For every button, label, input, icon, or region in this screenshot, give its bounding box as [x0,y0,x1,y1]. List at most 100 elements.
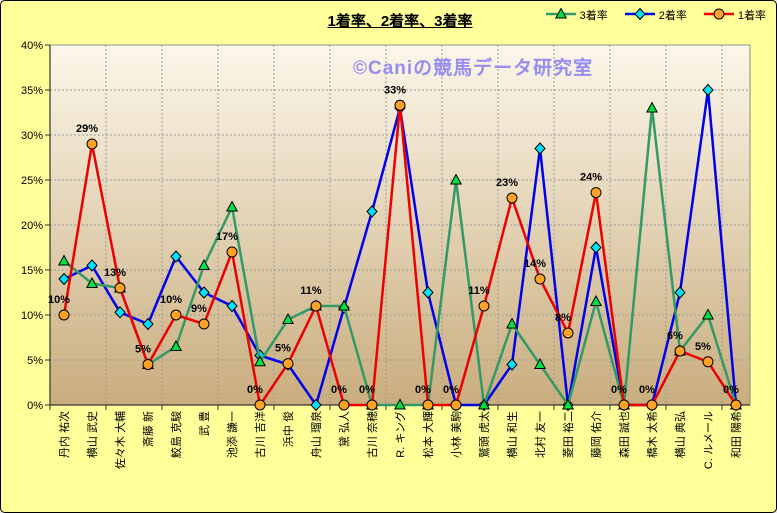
triangle-marker [281,312,295,324]
circle-marker [58,309,70,321]
legend-marker-icon [545,6,576,18]
circle-marker [338,399,350,411]
data-label: 13% [104,267,126,279]
circle-marker [170,309,182,321]
diamond-icon [634,7,646,20]
triangle-marker [197,258,211,270]
data-label: 0% [247,384,263,396]
triangle-marker [85,276,99,288]
y-axis-label: 40% [21,40,43,52]
circle-marker [394,99,406,111]
legend-line-circle-icon [703,8,735,23]
y-axis-label: 0% [27,400,43,412]
data-label: 5% [135,344,151,356]
y-axis-label: 15% [21,265,43,277]
circle-marker [534,273,546,285]
triangle-marker [57,254,71,266]
circle-marker [142,359,154,370]
circle-marker [198,318,210,330]
legend-label: 2着率 [658,10,687,22]
diamond-marker [422,286,434,299]
data-label: 9% [191,303,207,315]
data-label: 8% [555,312,571,324]
data-label: 6% [667,330,683,342]
circle-marker [422,399,434,411]
circle-marker [226,246,238,258]
diamond-marker [226,299,238,313]
legend-item-third-place-rate: 3着率 [545,6,608,23]
triangle-marker [701,308,715,320]
triangle-marker [561,398,575,410]
y-axis-label: 30% [21,130,43,142]
legend-item-first-place-rate: 1着率 [703,7,766,23]
triangle-marker [533,357,547,369]
x-axis-label: 佐々木 大輔 [113,411,127,469]
diamond-marker [114,306,126,319]
triangle-marker [253,355,267,367]
x-axis-label: 鮫島 克駿 [169,411,183,458]
x-axis-label: 黛 弘人 [338,411,351,447]
y-axis-label: 35% [21,85,43,97]
x-axis-label: 舟山 瑠泉 [309,411,323,458]
x-axis-label: 橋木 太希 [645,411,659,458]
legend-marker-icon [624,7,655,20]
triangle-marker [589,294,603,306]
x-axis-label: 斎藤 新 [141,411,155,447]
data-label: 0% [611,384,627,396]
circle-marker [590,187,602,199]
data-label: 17% [216,231,238,243]
data-label: 0% [639,384,655,396]
triangle-marker [225,200,239,212]
triangle-marker [449,173,463,185]
x-axis-label: 池添 謙一 [225,411,239,458]
triangle-marker [505,317,519,329]
circle-marker [450,399,462,411]
x-axis-label: R. キング [393,411,407,458]
diamond-marker [702,83,714,97]
circle-marker [618,399,630,411]
legend-label: 3着率 [579,10,608,22]
x-axis-label: 武 豊 [198,411,211,436]
chart-title: 1着率、2着率、3着率 [327,13,473,30]
data-label: 33% [384,84,406,96]
circle-marker [646,399,658,411]
x-axis-label: 森田 誠也 [617,411,631,458]
x-axis-label: 北村 友一 [533,411,547,458]
x-axis-label: 小林 美駒 [449,411,463,458]
circle-marker [86,138,98,150]
watermark: ©Caniの競馬データ研究室 [353,58,594,79]
data-label: 0% [443,384,459,396]
x-axis-label: 菱田 裕二 [562,411,575,458]
diamond-marker [142,317,154,331]
circle-marker [282,358,294,370]
x-axis-label: 横山 武史 [85,411,99,458]
x-axis-label: 藤岡 佑介 [589,411,603,458]
data-label: 29% [76,123,98,135]
data-label: 11% [468,285,490,297]
triangle-icon [554,6,567,18]
diamond-marker [86,259,98,272]
data-label: 0% [723,384,739,396]
circle-marker [562,327,574,339]
legend-marker-icon [703,8,734,19]
circle-icon [713,8,725,19]
circle-marker [366,399,378,411]
legend-item-second-place-rate: 2着率 [624,7,687,23]
data-label: 0% [331,384,347,396]
data-label: 0% [415,384,431,396]
series-first-place-rate [58,99,742,411]
circle-marker [310,300,322,312]
legend: 3着率 2着率 1着率 [545,6,766,23]
data-label: 5% [275,343,291,355]
data-label: 14% [524,258,546,270]
data-label: 10% [48,294,70,306]
circle-marker [478,300,490,312]
x-axis-label: 古川 吉洋 [253,411,267,458]
diamond-marker [506,358,518,371]
circle-marker [254,399,266,411]
circle-marker [730,399,742,411]
y-axis-label: 20% [21,220,43,232]
y-axis-label: 25% [21,175,43,187]
diamond-marker [590,241,602,254]
